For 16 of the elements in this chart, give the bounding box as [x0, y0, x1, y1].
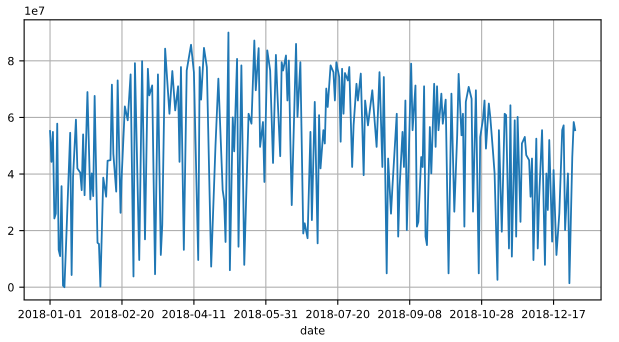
y-tick-label: 6: [8, 113, 14, 122]
y-tick-label: 2: [8, 226, 14, 235]
x-axis-title: date: [300, 326, 325, 335]
y-tick-label: 4: [8, 170, 14, 178]
x-tick-label: 2018-04-11: [162, 310, 226, 318]
x-tick-label: 2018-09-08: [378, 310, 442, 318]
x-tick-label: 2018-01-01: [18, 310, 82, 318]
y-tick-label: 8: [8, 56, 14, 66]
y-tick-label: 0: [8, 283, 14, 292]
x-tick-label: 2018-05-31: [234, 310, 298, 318]
x-tick-label: 2018-12-17: [522, 310, 585, 318]
x-tick-label: 2018-07-20: [306, 310, 370, 318]
x-tick-label: 2018-10-28: [450, 310, 514, 318]
line-series: [49, 32, 576, 288]
text: 1e7: [25, 6, 44, 15]
x-tick-label: 2018-02-20: [90, 310, 154, 318]
